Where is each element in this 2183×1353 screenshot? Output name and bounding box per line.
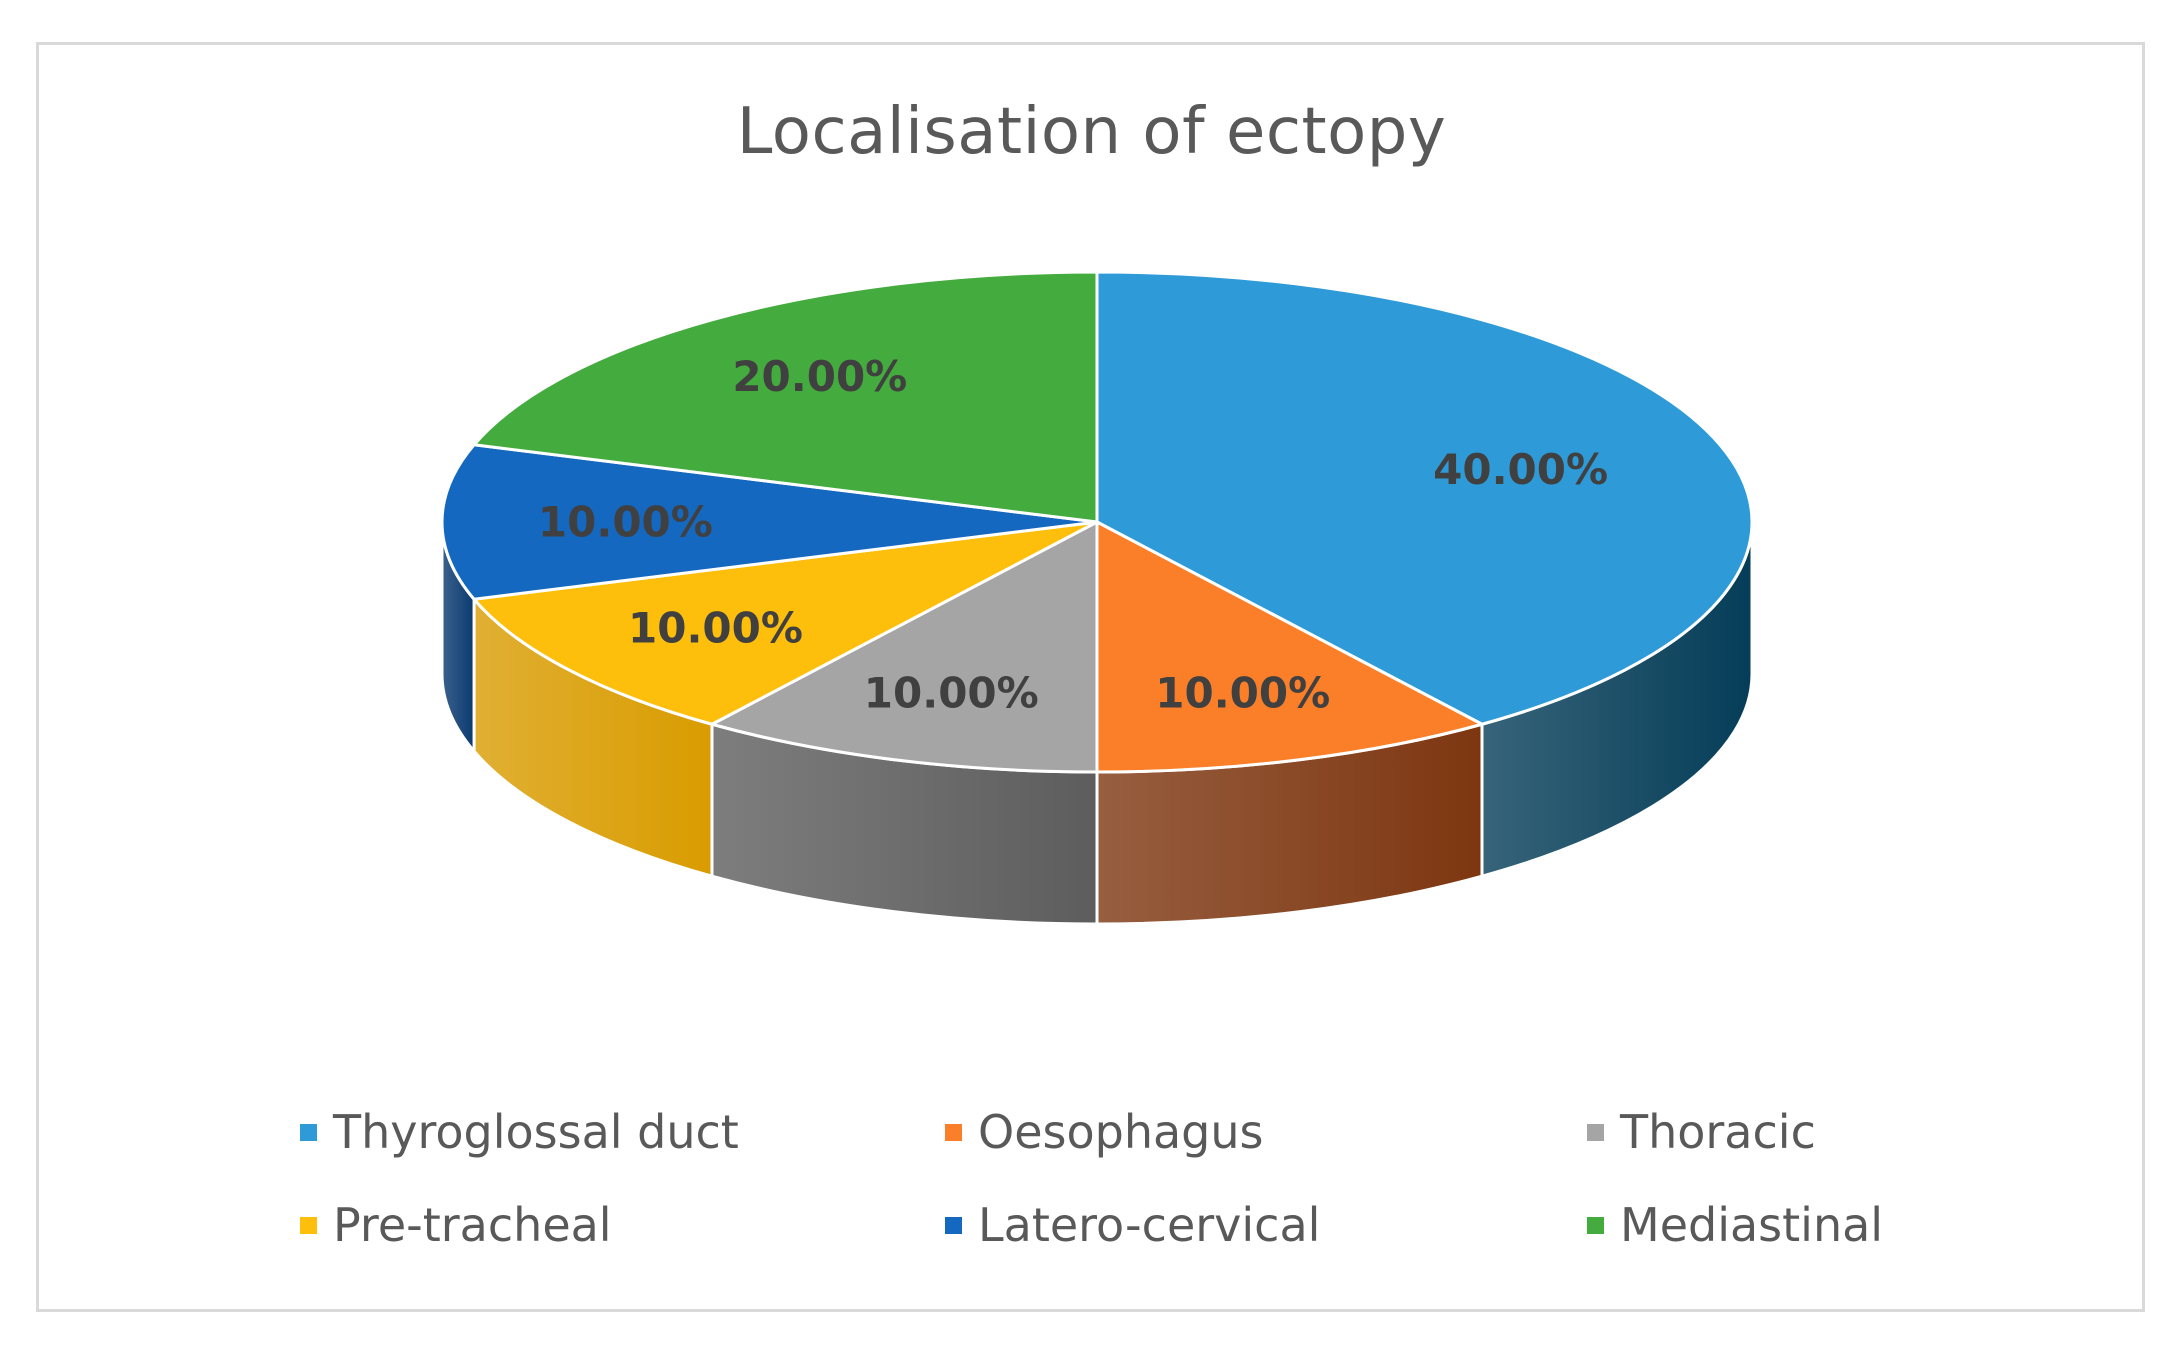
pie-slice-mediastinal [472, 270, 1099, 524]
data-label-mediastinal: 20.00% [732, 352, 907, 401]
legend-swatch [1587, 1216, 1604, 1234]
pie-slice-pre-tracheal [472, 520, 1099, 726]
legend-label: Mediastinal [1620, 1198, 1884, 1252]
legend-swatch [1587, 1123, 1604, 1141]
legend-item-latero-cervical: Latero-cervical [945, 1198, 1320, 1252]
legend-label: Pre-tracheal [333, 1198, 612, 1252]
legend-item-mediastinal: Mediastinal [1587, 1198, 1883, 1252]
data-label-pre-tracheal: 10.00% [628, 603, 803, 652]
legend-item-oesophagus: Oesophagus [945, 1105, 1263, 1159]
legend-label: Oesophagus [978, 1105, 1264, 1159]
legend-swatch [300, 1216, 317, 1234]
pie-sides [440, 521, 1754, 926]
data-label-thyroglossal-duct: 40.00% [1433, 445, 1608, 494]
legend-swatch [945, 1216, 962, 1234]
pie-slice-thyroglossal-duct [1095, 270, 1754, 726]
legend-item-thyroglossal-duct: Thyroglossal duct [300, 1105, 739, 1159]
pie-data-labels: 40.00% 10.00% 10.00% 10.00% 10.00% 20.00% [538, 352, 1608, 718]
legend-swatch [300, 1123, 317, 1141]
pie-slice-latero-cervical [440, 443, 1099, 601]
pie-tops [440, 270, 1754, 774]
legend-item-pre-tracheal: Pre-tracheal [300, 1198, 612, 1252]
chart-title: Localisation of ectopy [736, 95, 1447, 169]
pie-slice-oesophagus [1095, 520, 1484, 774]
pie-slice-thoracic [710, 520, 1099, 774]
legend-label: Thyroglossal duct [333, 1105, 739, 1159]
data-label-oesophagus: 10.00% [1155, 669, 1330, 718]
legend-swatch [945, 1123, 962, 1141]
legend-label: Thoracic [1620, 1105, 1816, 1159]
legend-item-thoracic: Thoracic [1587, 1105, 1816, 1159]
data-label-latero-cervical: 10.00% [538, 498, 713, 547]
legend-label: Latero-cervical [978, 1198, 1321, 1252]
data-label-thoracic: 10.00% [864, 669, 1039, 718]
